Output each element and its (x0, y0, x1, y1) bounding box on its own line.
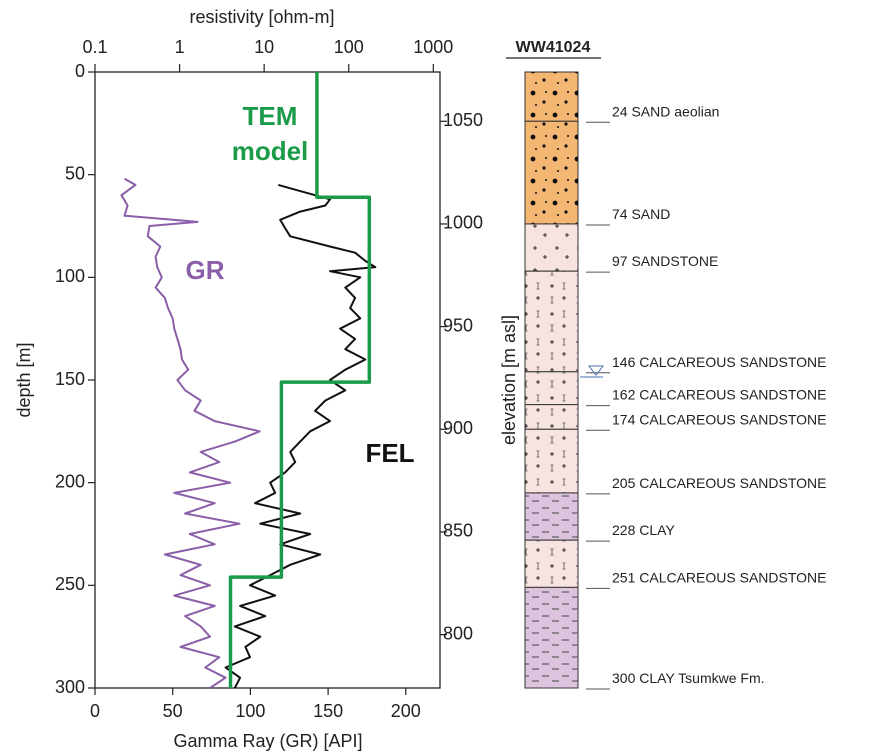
x2-tick-label: 10 (254, 37, 274, 57)
y2-tick-label: 950 (443, 315, 473, 335)
layer-depth: 205 (612, 475, 636, 491)
y2-tick-label: 1050 (443, 110, 483, 130)
y2-tick-label: 850 (443, 521, 473, 541)
layer-pattern (525, 121, 578, 224)
log-plot: 0 50 100 150 200 250 300 1050 1000 950 900 850 800 0 5… (55, 37, 483, 721)
layer-name: CALCAREOUS SANDSTONE (639, 475, 826, 491)
y2-tick-label: 800 (443, 623, 473, 643)
y-tick-label: 200 (55, 471, 85, 491)
layer-label: 162 CALCAREOUS SANDSTONE (612, 386, 826, 402)
layer-name: CALCAREOUS SANDSTONE (639, 353, 826, 369)
y-tick-label: 0 (75, 61, 85, 81)
log-curve (120, 177, 261, 689)
y2-tick-label: 900 (443, 418, 473, 438)
layer-pattern (525, 540, 578, 588)
lithology-column: 24 SAND aeolian 74 SAND 97 SANDSTONE 146 CA… (524, 71, 826, 690)
layer-name: CLAY (639, 522, 675, 538)
layer-name: SAND aeolian (631, 103, 719, 119)
y-tick-label: 100 (55, 266, 85, 286)
series-label: TEM model (232, 101, 309, 166)
layer-name: CALCAREOUS SANDSTONE (639, 569, 826, 585)
x-tick-label: 150 (313, 701, 343, 721)
y-tick-label: 250 (55, 574, 85, 594)
layer-depth: 97 (612, 253, 628, 269)
layer-depth: 174 (612, 411, 636, 427)
y2-tick-label: 1000 (443, 213, 483, 233)
layer-label: 146 CALCAREOUS SANDSTONE (612, 353, 826, 369)
layer-pattern (525, 404, 578, 430)
layer-label: 74 SAND (612, 206, 670, 222)
series-label: FEL (365, 438, 414, 468)
layer-label: 251 CALCAREOUS SANDSTONE (612, 569, 826, 585)
layer-pattern (525, 429, 578, 493)
layer-pattern (525, 371, 578, 405)
x2-tick-label: 0.1 (82, 37, 107, 57)
left-axis-title: depth [m] (14, 342, 34, 417)
layer-pattern (525, 587, 578, 688)
layer-name: CALCAREOUS SANDSTONE (639, 386, 826, 402)
x2-tick-label: 100 (334, 37, 364, 57)
layer-depth: 162 (612, 386, 636, 402)
layer-depth: 251 (612, 569, 636, 585)
layer-name: CLAY Tsumkwe Fm. (639, 670, 764, 686)
log-curve (228, 72, 372, 688)
layer-pattern (525, 72, 578, 122)
bottom-axis-title: Gamma Ray (GR) [API] (173, 731, 362, 751)
layer-depth: 228 (612, 522, 636, 538)
y-tick-label: 300 (55, 677, 85, 697)
top-axis-title: resistivity [ohm-m] (189, 7, 334, 27)
layer-name: SANDSTONE (631, 253, 718, 269)
layer-pattern (525, 271, 578, 372)
layer-depth: 74 (612, 206, 628, 222)
layer-depth: 146 (612, 353, 636, 369)
x2-tick-label: 1 (175, 37, 185, 57)
layer-depth: 300 (612, 670, 636, 686)
layer-label: 24 SAND aeolian (612, 103, 719, 119)
layer-label: 97 SANDSTONE (612, 253, 718, 269)
layer-label: 228 CLAY (612, 522, 675, 538)
layer-name: CALCAREOUS SANDSTONE (639, 411, 826, 427)
series-label: GR (186, 255, 225, 285)
layer-name: SAND (631, 206, 670, 222)
layer-label: 300 CLAY Tsumkwe Fm. (612, 670, 765, 686)
layer-depth: 24 (612, 103, 628, 119)
column-title: WW41024 (516, 39, 591, 56)
layer-pattern (525, 223, 578, 272)
x-tick-label: 0 (90, 701, 100, 721)
layer-label: 174 CALCAREOUS SANDSTONE (612, 411, 826, 427)
y-tick-label: 50 (65, 163, 85, 183)
layer-label: 205 CALCAREOUS SANDSTONE (612, 475, 826, 491)
x2-tick-label: 1000 (413, 37, 453, 57)
x-tick-label: 200 (391, 701, 421, 721)
log-curve (224, 183, 377, 689)
right-axis-title: elevation [m asl] (499, 315, 519, 445)
layer-pattern (525, 492, 578, 541)
y-tick-label: 150 (55, 369, 85, 389)
x-tick-label: 50 (163, 701, 183, 721)
water-table-symbol (587, 365, 605, 376)
x-tick-label: 100 (235, 701, 265, 721)
